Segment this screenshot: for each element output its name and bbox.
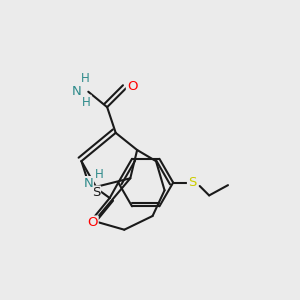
- Text: H: H: [95, 167, 104, 181]
- Text: O: O: [87, 216, 98, 230]
- Text: H: H: [82, 95, 91, 109]
- Text: H: H: [80, 72, 89, 86]
- Text: O: O: [127, 80, 137, 93]
- Text: N: N: [72, 85, 81, 98]
- Text: N: N: [83, 177, 93, 190]
- Text: S: S: [188, 176, 196, 189]
- Text: S: S: [92, 186, 100, 200]
